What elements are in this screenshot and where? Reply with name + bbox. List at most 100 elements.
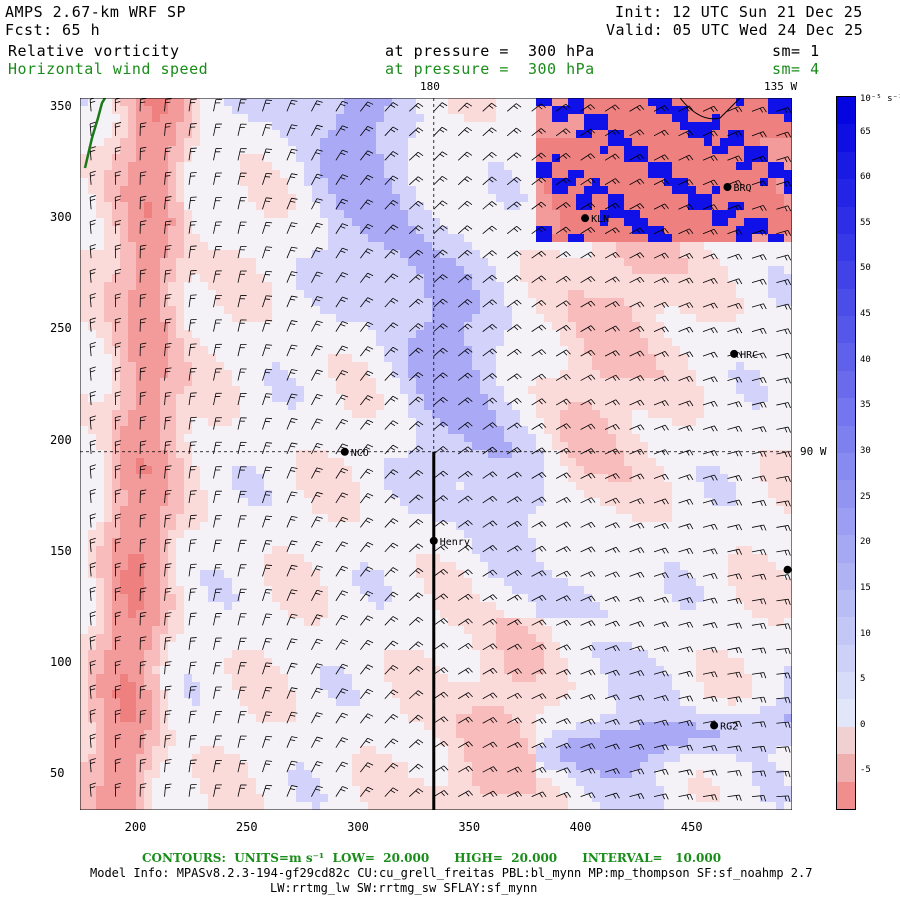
vorticity-cell — [640, 298, 649, 307]
vorticity-cell — [80, 522, 89, 531]
vorticity-cell — [104, 154, 113, 163]
vorticity-cell — [672, 386, 681, 395]
vorticity-cell — [176, 402, 185, 411]
vorticity-cell — [696, 314, 705, 323]
vorticity-cell — [688, 266, 697, 275]
vorticity-cell — [504, 130, 513, 139]
vorticity-cell — [512, 122, 521, 131]
vorticity-cell — [296, 98, 305, 107]
vorticity-cell — [568, 202, 577, 211]
vorticity-cell — [704, 442, 713, 451]
vorticity-cell — [352, 426, 361, 435]
vorticity-cell — [744, 386, 753, 395]
vorticity-cell — [128, 386, 137, 395]
vorticity-cell — [544, 162, 553, 171]
vorticity-cell — [712, 458, 721, 467]
vorticity-cell — [616, 138, 625, 147]
vorticity-cell — [256, 234, 265, 243]
vorticity-cell — [696, 346, 705, 355]
vorticity-cell — [520, 434, 529, 443]
vorticity-cell — [600, 114, 609, 123]
vorticity-cell — [152, 338, 161, 347]
vorticity-cell — [160, 418, 169, 427]
vorticity-cell — [696, 538, 705, 547]
vorticity-cell — [688, 362, 697, 371]
vorticity-cell — [208, 282, 217, 291]
vorticity-cell — [368, 410, 377, 419]
vorticity-cell — [784, 418, 792, 427]
vorticity-cell — [624, 466, 633, 475]
vorticity-cell — [400, 402, 409, 411]
vorticity-cell — [536, 194, 545, 203]
vorticity-cell — [424, 378, 433, 387]
vorticity-cell — [776, 482, 785, 491]
vorticity-cell — [704, 258, 713, 267]
vorticity-cell — [656, 114, 665, 123]
vorticity-cell — [736, 514, 745, 523]
vorticity-cell — [752, 138, 761, 147]
vorticity-cell — [648, 202, 657, 211]
vorticity-cell — [280, 482, 289, 491]
vorticity-cell — [456, 434, 465, 443]
vorticity-cell — [536, 242, 545, 251]
vorticity-cell — [520, 130, 529, 139]
vorticity-cell — [560, 410, 569, 419]
vorticity-cell — [552, 242, 561, 251]
vorticity-cell — [760, 362, 769, 371]
vorticity-cell — [248, 154, 257, 163]
vorticity-cell — [688, 370, 697, 379]
vorticity-cell — [472, 210, 481, 219]
vorticity-cell — [168, 402, 177, 411]
vorticity-cell — [208, 106, 217, 115]
vorticity-cell — [744, 298, 753, 307]
vorticity-cell — [728, 258, 737, 267]
vorticity-cell — [576, 394, 585, 403]
vorticity-cell — [464, 130, 473, 139]
vorticity-cell — [336, 354, 345, 363]
vorticity-cell — [696, 394, 705, 403]
vorticity-cell — [616, 298, 625, 307]
vorticity-cell — [544, 378, 553, 387]
map-plot-area[interactable]: KLN BRQ HRC NCO Henry RG2 — [80, 98, 792, 810]
vorticity-cell — [440, 210, 449, 219]
vorticity-cell — [512, 434, 521, 443]
vorticity-cell — [632, 442, 641, 451]
vorticity-cell — [104, 538, 113, 547]
vorticity-cell — [128, 370, 137, 379]
vorticity-cell — [648, 178, 657, 187]
vorticity-cell — [760, 370, 769, 379]
vorticity-cell — [696, 402, 705, 411]
vorticity-cell — [696, 290, 705, 299]
vorticity-cell — [128, 242, 137, 251]
vorticity-cell — [400, 306, 409, 315]
vorticity-cell — [344, 314, 353, 323]
vorticity-cell — [152, 98, 161, 107]
vorticity-cell — [744, 146, 753, 155]
vorticity-cell — [368, 202, 377, 211]
vorticity-cell — [400, 442, 409, 451]
vorticity-cell — [232, 506, 241, 515]
vorticity-cell — [544, 274, 553, 283]
vorticity-cell — [752, 146, 761, 155]
vorticity-cell — [264, 450, 273, 459]
vorticity-cell — [96, 266, 105, 275]
vorticity-cell — [416, 530, 425, 539]
vorticity-cell — [352, 266, 361, 275]
vorticity-cell — [168, 498, 177, 507]
vorticity-cell — [152, 506, 161, 515]
vorticity-cell — [312, 138, 321, 147]
vorticity-cell — [512, 138, 521, 147]
vorticity-cell — [240, 402, 249, 411]
vorticity-cell — [416, 354, 425, 363]
vorticity-cell — [656, 362, 665, 371]
vorticity-cell — [656, 538, 665, 547]
vorticity-cell — [584, 162, 593, 171]
vorticity-cell — [688, 410, 697, 419]
vorticity-cell — [224, 394, 233, 403]
vorticity-cell — [608, 218, 617, 227]
vorticity-cell — [160, 194, 169, 203]
vorticity-cell — [328, 378, 337, 387]
vorticity-cell — [600, 434, 609, 443]
vorticity-cell — [104, 458, 113, 467]
vorticity-cell — [528, 234, 537, 243]
